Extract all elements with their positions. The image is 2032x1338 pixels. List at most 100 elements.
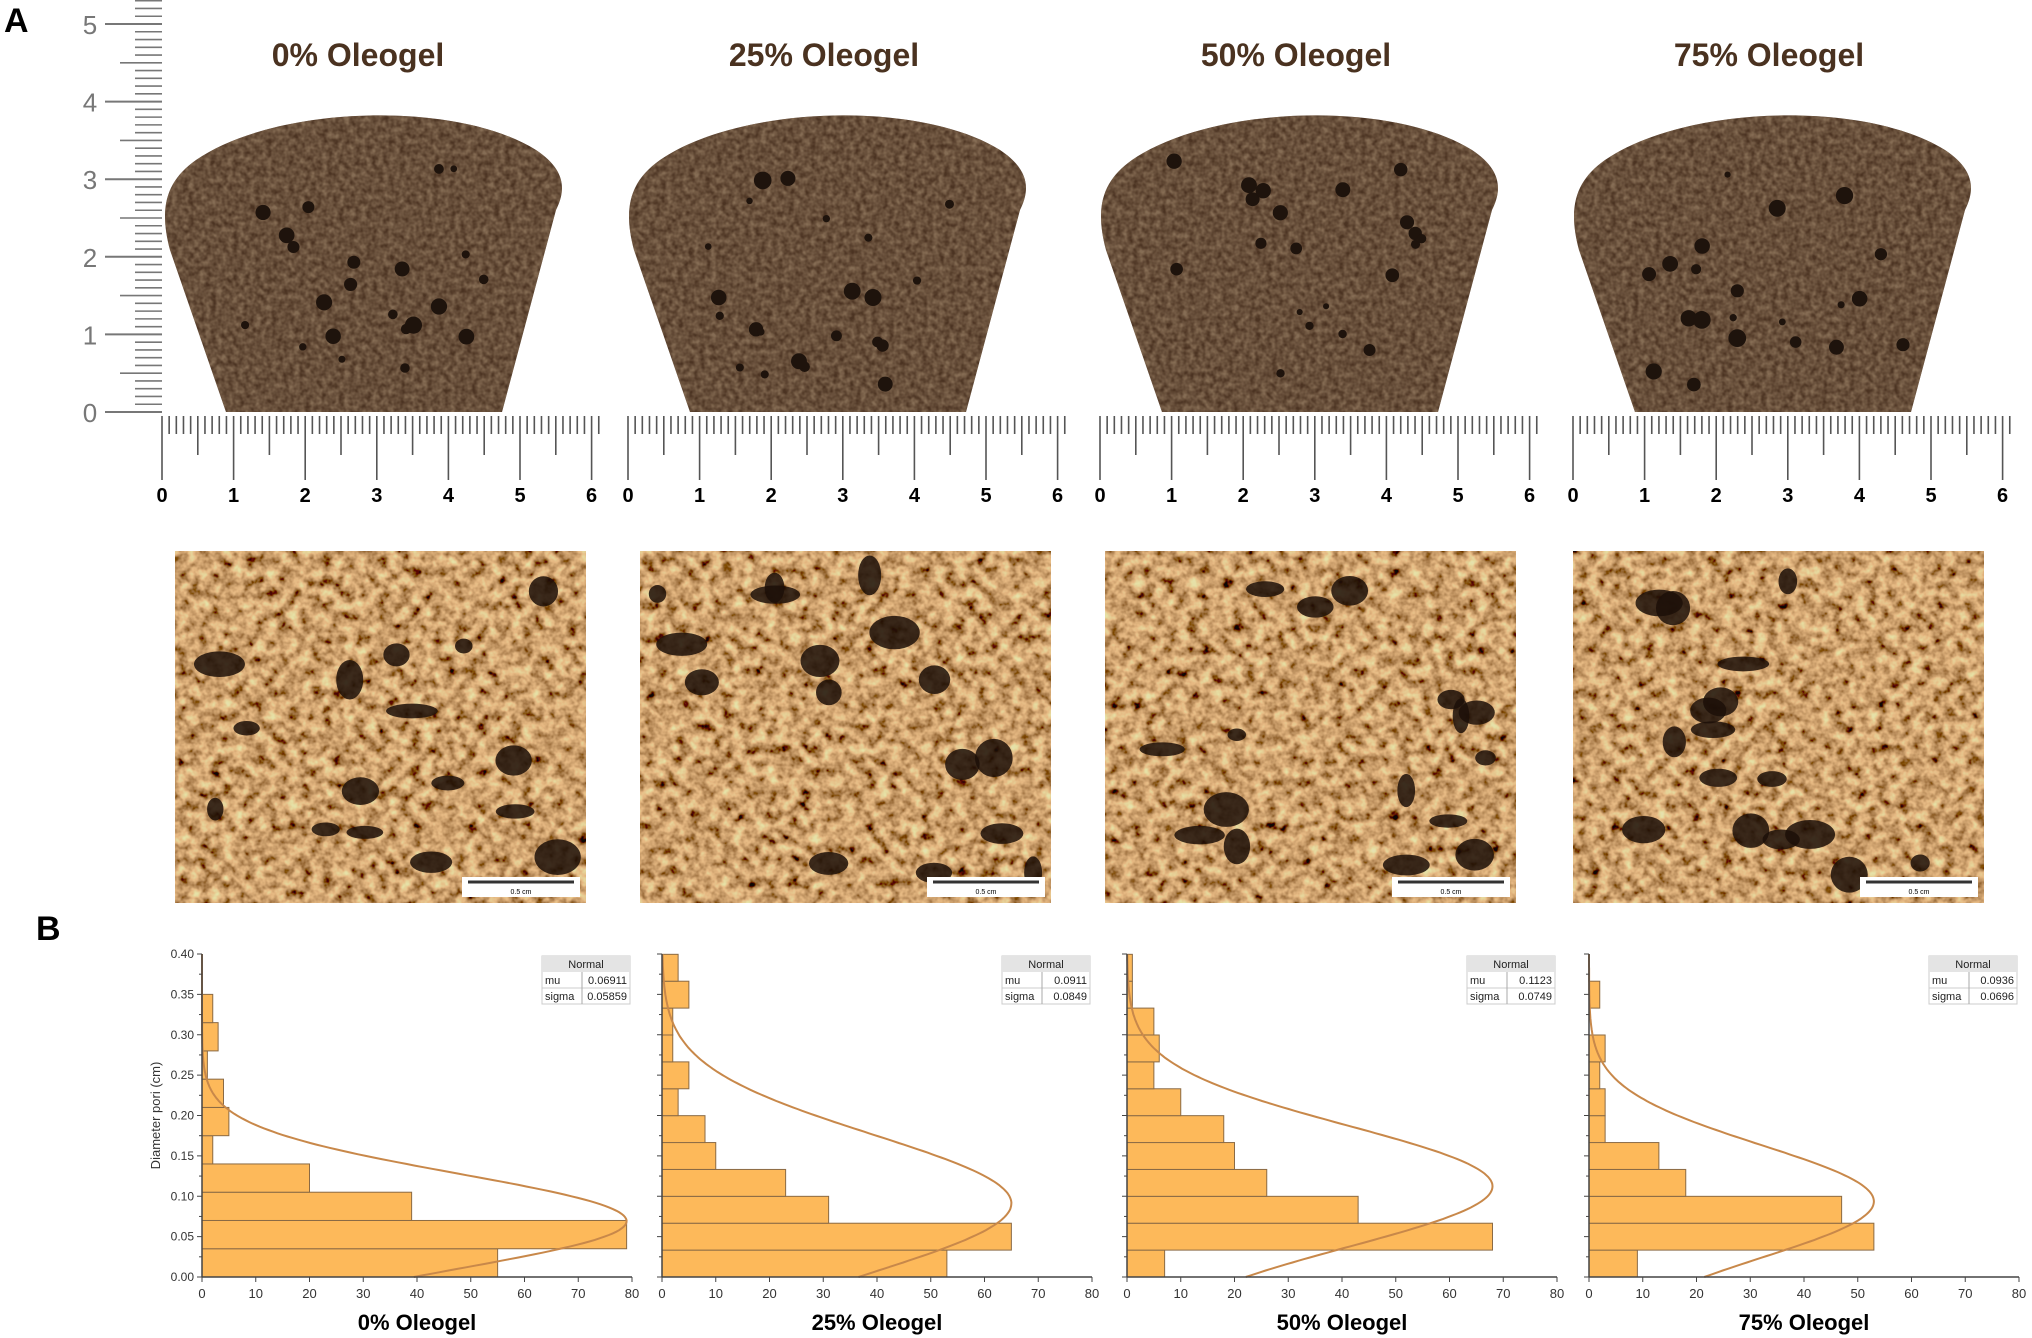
pore [715, 311, 724, 320]
pore [869, 615, 920, 650]
pore [1762, 829, 1800, 850]
pore [434, 164, 444, 174]
x-tick-label: 30 [1743, 1286, 1757, 1301]
x-tick-label: 0 [1123, 1286, 1130, 1301]
chart-title: 50% Oleogel [1277, 1310, 1408, 1335]
legend-sigma-value: 0.0849 [1053, 991, 1087, 1003]
pore [1410, 239, 1421, 249]
x-tick-label: 40 [870, 1286, 884, 1301]
cupcake-crumb-texture [1101, 115, 1498, 413]
ruler-label: 2 [1238, 485, 1249, 507]
normal-fit-curve [1126, 953, 1494, 1278]
histogram-chart-1: 0 10 20 30 40 50 60 70 80 25% Oleogel Normal mu 0.09… [657, 953, 1099, 1335]
histogram-bar [1588, 1168, 1687, 1197]
pore [193, 651, 245, 677]
pore [1170, 262, 1183, 276]
x-tick-label: 70 [1958, 1286, 1972, 1301]
y-tick-label: 0.20 [171, 1109, 195, 1123]
chart-title: 25% Oleogel [812, 1310, 943, 1335]
panel-2: 50% Oleogel 0 1 2 3 4 5 6 0.5 cm [1094, 37, 1538, 903]
histogram-chart-0: 0 10 20 30 40 50 60 70 80 0.00 0.05 0.10 0.15 0.20 0.2… [148, 947, 639, 1335]
x-tick-label: 40 [410, 1286, 424, 1301]
x-tick-label: 50 [1389, 1286, 1403, 1301]
histogram-bar [661, 1115, 706, 1144]
histogram-bar [1588, 1249, 1638, 1278]
histogram-bar [201, 1219, 628, 1250]
ruler-label: 5 [514, 485, 525, 507]
fit-legend-table: Normal mu 0.06911 sigma 0.05859 [541, 955, 631, 1005]
x-tick-label: 50 [464, 1286, 478, 1301]
x-tick-label: 70 [1031, 1286, 1045, 1301]
ruler-label: 1 [1166, 485, 1177, 507]
ruler-label: 2 [1711, 485, 1722, 507]
y-tick-label: 0.30 [171, 1028, 195, 1042]
x-tick-label: 10 [1636, 1286, 1650, 1301]
y-tick-label: 0.40 [171, 947, 195, 961]
histogram-bar [1126, 1195, 1359, 1224]
legend-title: Normal [1493, 959, 1528, 971]
pore [858, 555, 882, 596]
x-tick-label: 50 [924, 1286, 938, 1301]
cupcake-crumb-texture [165, 115, 562, 413]
pore [704, 243, 712, 250]
histogram-bar [661, 1168, 787, 1197]
pore [1394, 162, 1408, 177]
pore [1246, 581, 1285, 597]
pore [1139, 742, 1185, 757]
ruler-label: 1 [83, 320, 97, 350]
panel-title: 50% Oleogel [1201, 37, 1391, 73]
x-tick-label: 40 [1797, 1286, 1811, 1301]
legend-title: Normal [1955, 959, 1990, 971]
x-tick-label: 70 [571, 1286, 585, 1301]
y-tick-label: 0.05 [171, 1230, 195, 1244]
histogram-bar [661, 1222, 1012, 1251]
pore [311, 822, 340, 837]
ruler-label: 1 [1639, 485, 1650, 507]
normal-fit-curve [661, 954, 1013, 1278]
histogram-bar [1126, 1222, 1493, 1251]
histogram-bar [661, 1195, 830, 1224]
legend-mu-value: 0.0911 [1054, 975, 1087, 987]
histogram-bar [1126, 1088, 1182, 1117]
legend-sigma-value: 0.05859 [587, 991, 627, 1003]
pore [347, 255, 361, 269]
panel-title: 25% Oleogel [729, 37, 919, 73]
histogram-bar [201, 1248, 499, 1278]
pore [1896, 338, 1910, 352]
histogram-bar [1588, 1088, 1606, 1117]
fit-legend-table: Normal mu 0.1123 sigma 0.0749 [1466, 955, 1556, 1005]
ruler-label: 4 [1381, 485, 1393, 507]
pore [1338, 329, 1347, 339]
pore [710, 289, 727, 306]
pore [1642, 267, 1657, 282]
pore [1296, 596, 1334, 618]
legend-sigma-label: sigma [1005, 991, 1035, 1003]
ruler-label: 6 [1997, 485, 2008, 507]
pore [1732, 813, 1770, 848]
pore [336, 659, 364, 700]
panel-title: 75% Oleogel [1674, 37, 1864, 73]
ruler-label: 2 [766, 485, 777, 507]
pore [1730, 284, 1744, 298]
chart-title: 75% Oleogel [1739, 1310, 1870, 1335]
histogram-bar [1126, 1115, 1225, 1144]
pore [233, 720, 260, 736]
scale-bar-label: 0.5 cm [975, 889, 996, 896]
panel-label-b: B [36, 910, 61, 948]
legend-sigma-value: 0.0749 [1518, 991, 1552, 1003]
pore [1223, 828, 1251, 865]
histogram-bar [1588, 1061, 1601, 1090]
pore [918, 665, 951, 694]
ruler-label: 1 [228, 485, 239, 507]
pore [461, 250, 470, 259]
histogram-bar [201, 1106, 230, 1137]
y-tick-label: 0.25 [171, 1068, 195, 1082]
pore [1729, 314, 1737, 322]
y-tick-label: 0.10 [171, 1189, 195, 1203]
ruler-label: 3 [1309, 485, 1320, 507]
pore [746, 197, 753, 205]
pore [975, 738, 1013, 778]
pore [1255, 237, 1267, 249]
pore [1692, 311, 1711, 329]
legend-header [1002, 956, 1090, 972]
